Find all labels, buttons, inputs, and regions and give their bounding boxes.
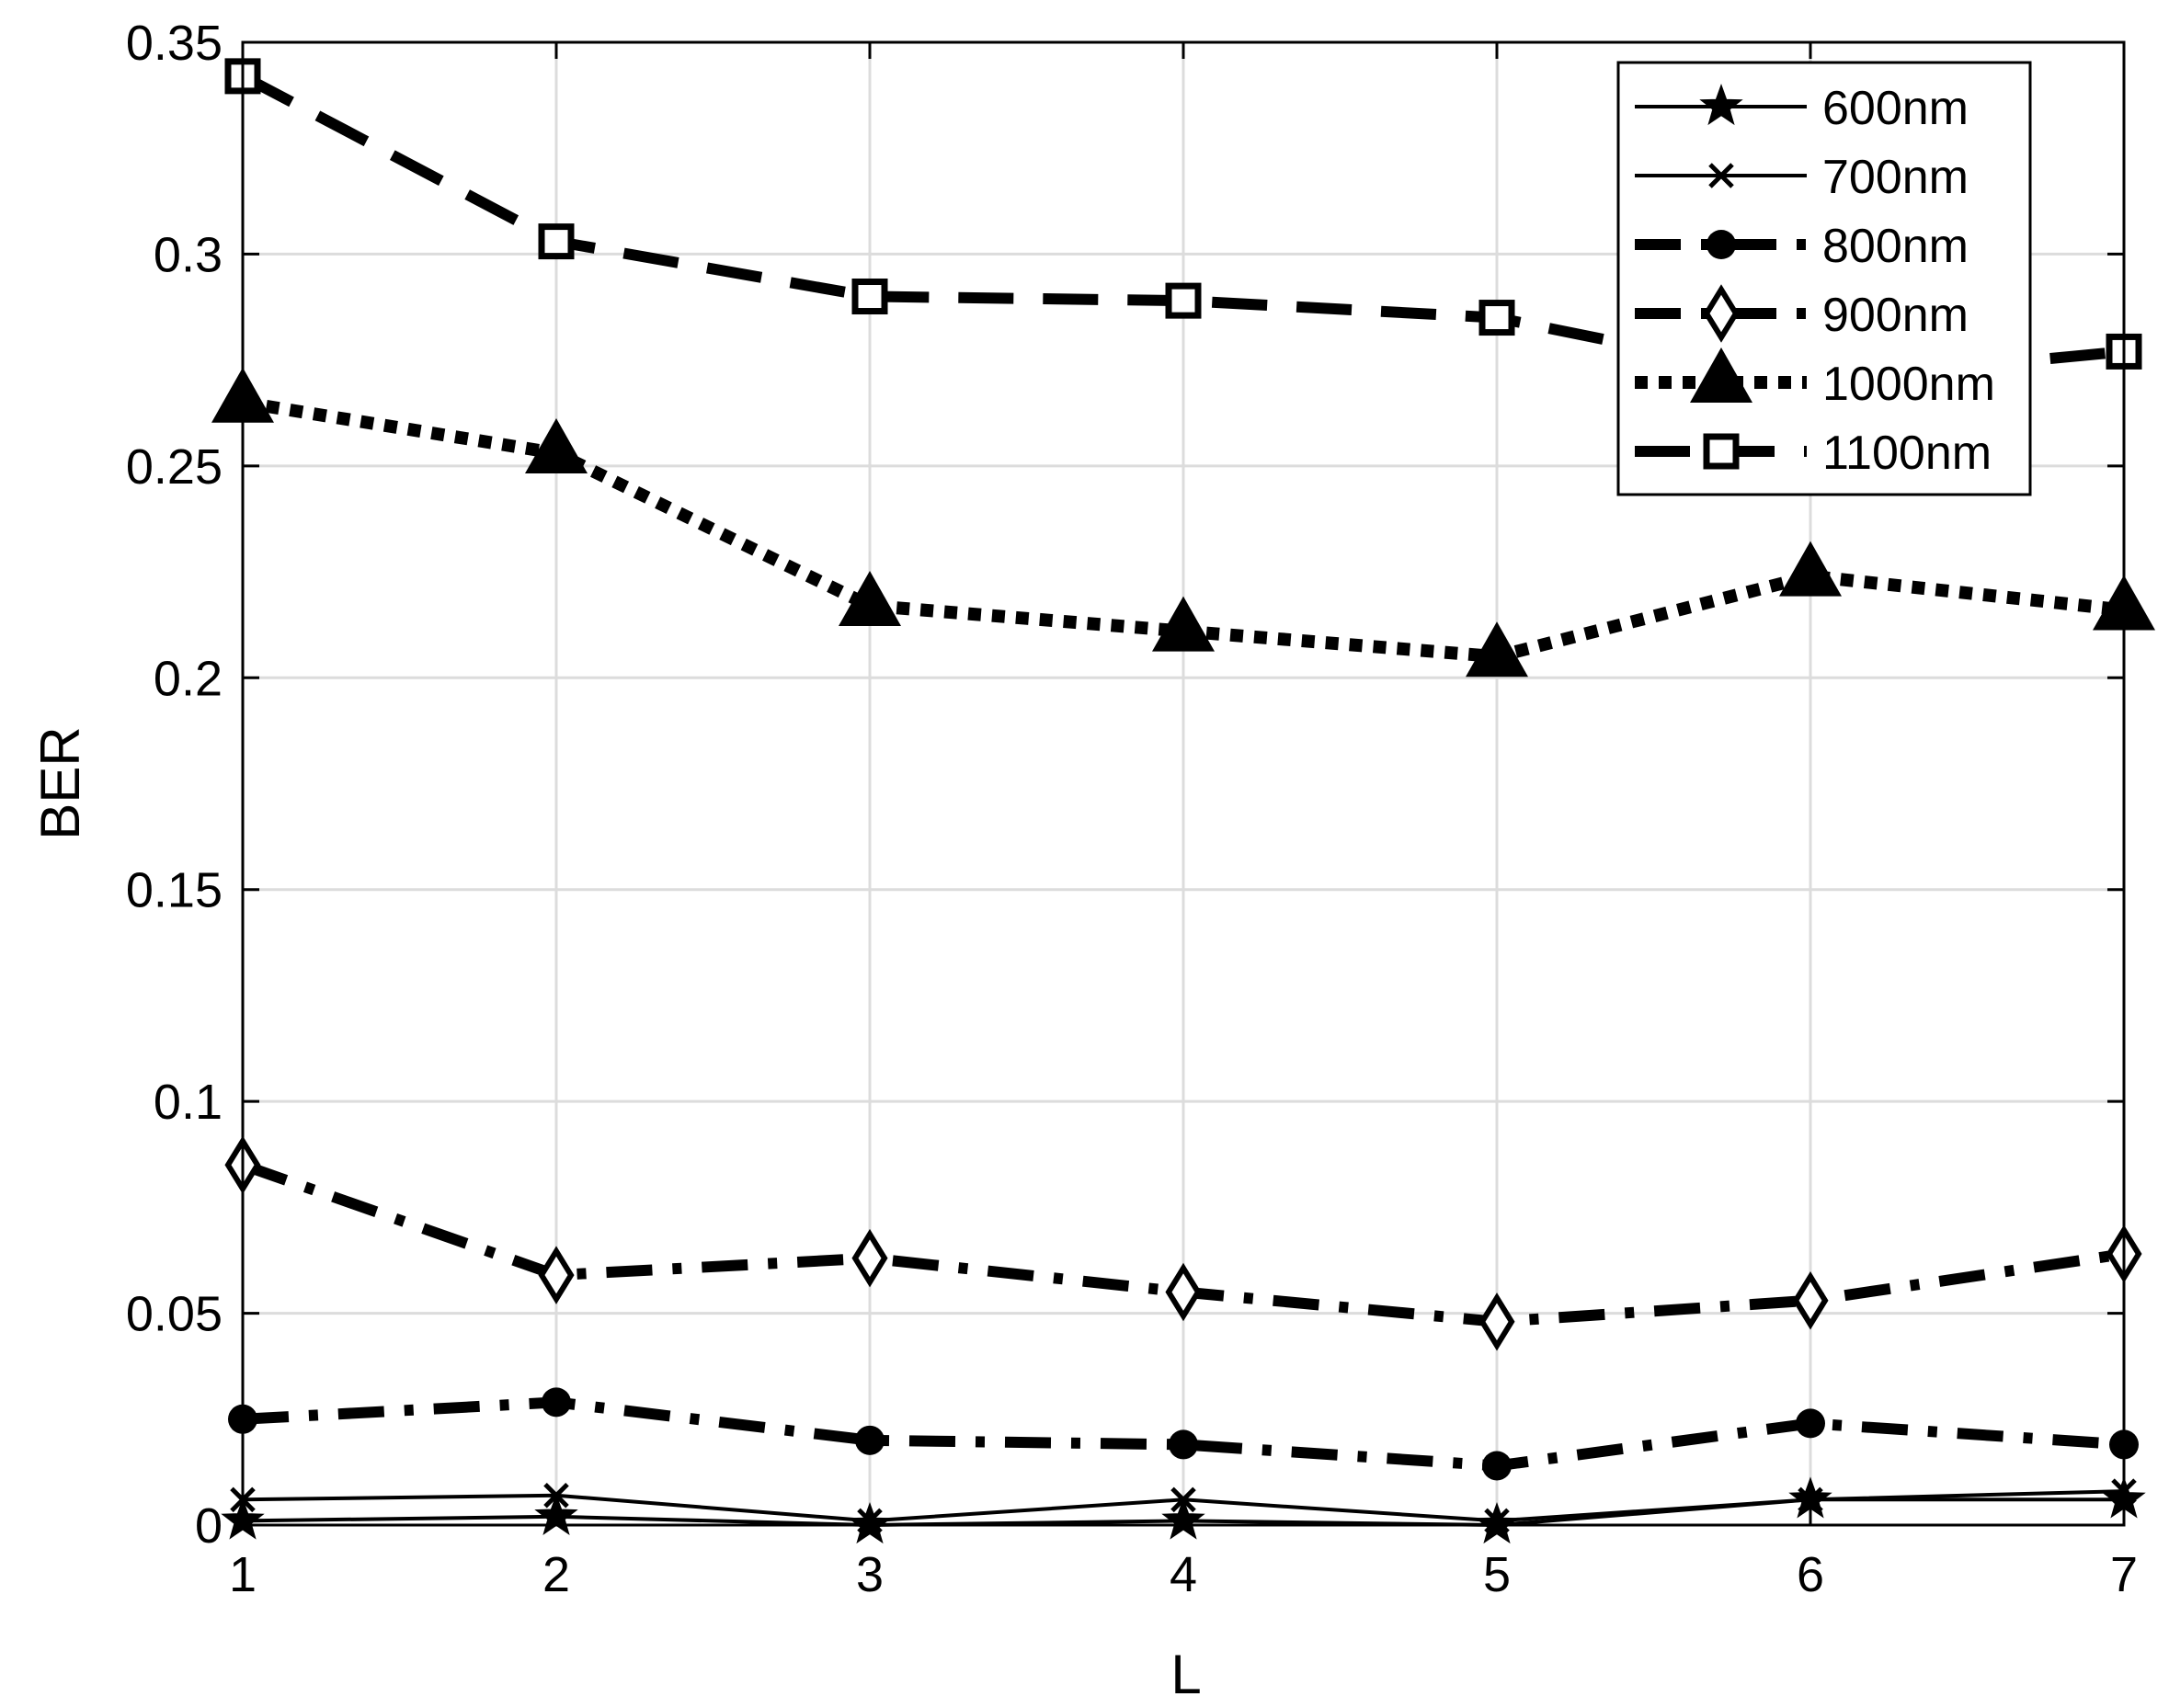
series-1000nm (211, 367, 2155, 678)
series-lines (211, 58, 2155, 1544)
data-point-700nm (1170, 1486, 1196, 1513)
legend-entry-1000nm: 1000nm (1635, 347, 1995, 411)
data-point-900nm (538, 1246, 575, 1304)
y-tick-label: 0.2 (154, 651, 223, 706)
legend-entry-900nm: 900nm (1635, 284, 1969, 343)
series-900nm (224, 1135, 2142, 1351)
data-point-700nm (543, 1482, 569, 1509)
data-point-900nm (851, 1228, 888, 1288)
data-point-1000nm (1779, 541, 1842, 597)
data-point-900nm (1165, 1262, 1202, 1322)
x-tick-label: 2 (542, 1547, 570, 1602)
x-axis-label: L (1170, 1644, 1201, 1705)
data-point-800nm (1169, 1429, 1198, 1460)
x-tick-label: 4 (1170, 1547, 1197, 1602)
legend-marker (1708, 163, 1734, 188)
data-point-1000nm (525, 418, 588, 474)
data-point-800nm (855, 1425, 885, 1455)
legend-label: 800nm (1822, 220, 1969, 273)
legend-entry-800nm: 800nm (1635, 220, 1969, 273)
legend-label: 900nm (1822, 289, 1969, 342)
legend-marker (1699, 84, 1743, 126)
legend-marker (1690, 347, 1752, 403)
legend-label: 700nm (1822, 151, 1969, 204)
data-point-1000nm (1466, 621, 1528, 678)
legend-marker (1703, 433, 1740, 470)
y-tick-label: 0.05 (126, 1287, 223, 1342)
legend-marker (1703, 284, 1740, 343)
x-tick-label: 7 (2110, 1547, 2138, 1602)
data-point-1100nm (851, 279, 888, 315)
tick-labels: 1 2 3 4 5 6 7 0 0.05 0.1 0.15 0.2 0.25 0.3 0.35 (126, 16, 2138, 1602)
legend-label: 1000nm (1822, 358, 1995, 411)
x-tick-label: 3 (856, 1547, 884, 1602)
x-tick-label: 6 (1797, 1547, 1824, 1602)
legend: 600nm 700nm 800nm 900nm 1000nm 1100nm (1616, 61, 2032, 496)
y-tick-label: 0.15 (126, 863, 223, 918)
y-tick-label: 0.1 (154, 1075, 223, 1130)
data-point-800nm (542, 1387, 571, 1418)
y-tick-label: 0.25 (126, 439, 223, 495)
data-point-1100nm (1478, 300, 1515, 336)
legend-entry-700nm: 700nm (1635, 151, 1969, 204)
y-tick-label: 0 (195, 1498, 223, 1554)
legend-entry-1100nm: 1100nm (1635, 427, 1992, 480)
x-tick-label: 5 (1483, 1547, 1511, 1602)
axes (241, 40, 2126, 1527)
y-tick-label: 0.35 (126, 16, 223, 71)
legend-box (1616, 61, 2032, 496)
legend-entry-600nm: 600nm (1635, 82, 1969, 135)
y-axis-label: BER (29, 726, 91, 839)
data-point-900nm (1478, 1292, 1515, 1351)
data-point-900nm (1792, 1271, 1829, 1330)
legend-label: 600nm (1822, 82, 1969, 135)
legend-label: 1100nm (1822, 427, 1992, 480)
data-point-1000nm (839, 570, 901, 626)
data-point-1100nm (538, 223, 575, 260)
legend-marker (1707, 230, 1736, 259)
y-tick-label: 0.3 (154, 227, 223, 282)
data-point-800nm (1796, 1408, 1825, 1439)
data-point-800nm (1482, 1451, 1512, 1481)
data-point-1000nm (1152, 596, 1215, 652)
data-point-1100nm (1165, 282, 1202, 319)
x-tick-label: 1 (229, 1547, 257, 1602)
data-point-700nm (1798, 1486, 1823, 1513)
